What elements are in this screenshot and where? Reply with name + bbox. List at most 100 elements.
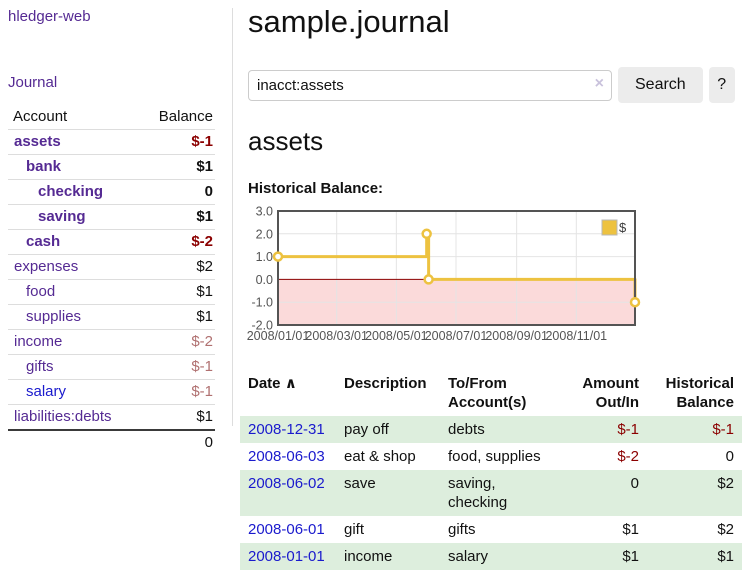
header-balance: Historical Balance — [665, 375, 734, 411]
legend-label: $ — [619, 220, 627, 235]
transaction-date-link[interactable]: 2008-01-01 — [248, 548, 325, 565]
data-point-marker — [423, 274, 434, 285]
chart-title: Historical Balance: — [248, 180, 384, 197]
sidebar-divider — [232, 8, 233, 426]
svg-text:2008/01/01: 2008/01/01 — [247, 329, 310, 343]
transaction-description: pay off — [344, 421, 389, 438]
account-row: saving $1 — [8, 204, 215, 230]
transaction-row: 2008-06-02 save saving, checking 0 $2 — [240, 470, 742, 516]
accounts-total-balance: 0 — [139, 429, 215, 455]
transaction-description: income — [344, 548, 393, 565]
transaction-date-link[interactable]: 2008-06-01 — [248, 521, 325, 538]
account-balance: $1 — [139, 279, 215, 305]
account-link-bank[interactable]: bank — [26, 158, 62, 175]
account-row: food $1 — [8, 279, 215, 305]
account-balance: $-1 — [139, 129, 215, 155]
clear-search-icon[interactable]: × — [594, 74, 604, 92]
data-point-marker — [629, 296, 641, 308]
transaction-balance: $2 — [717, 521, 734, 538]
register-table-body: 2008-12-31 pay off debts $-1 $-1 2008-06-03 ea… — [240, 416, 742, 570]
svg-text:-1.0: -1.0 — [251, 296, 273, 310]
transaction-row: 2008-06-01 gift gifts $1 $2 — [240, 516, 742, 543]
header-date[interactable]: Date ∧ — [248, 375, 297, 392]
account-link-cash[interactable]: cash — [26, 233, 61, 250]
account-row: bank $1 — [8, 154, 215, 180]
transaction-amount: $1 — [622, 521, 639, 538]
header-accounts: To/From Account(s) — [448, 375, 527, 411]
accounts-table-body: assets $-1 bank $1 checking 0 saving $1 cash $-2 e… — [8, 129, 215, 430]
transaction-balance: $-1 — [712, 421, 734, 438]
sidebar-item-journal[interactable]: Journal — [8, 74, 58, 91]
account-row: supplies $1 — [8, 304, 215, 330]
accounts-total-row: 0 — [8, 429, 215, 455]
account-row: salary $-1 — [8, 379, 215, 405]
account-balance: $1 — [139, 154, 215, 180]
search-button[interactable]: Search — [618, 67, 703, 103]
account-link-gifts[interactable]: gifts — [26, 358, 54, 375]
transaction-accounts: saving, checking — [448, 475, 508, 511]
transaction-description: eat & shop — [344, 448, 416, 465]
account-balance: 0 — [139, 179, 215, 205]
account-link-salary[interactable]: salary — [26, 383, 67, 400]
historical-balance-chart: $3.0 2.0 1.0 0.0 -1.0 -2.0 2008/01/01 2008/03/0… — [240, 203, 742, 353]
transaction-row: 2008-12-31 pay off debts $-1 $-1 — [240, 416, 742, 443]
transaction-amount: $-1 — [617, 421, 639, 438]
transaction-amount: $-2 — [617, 448, 639, 465]
account-balance: $-1 — [139, 379, 215, 405]
accounts-table: Account Balance assets $-1 bank $1 checking 0… — [8, 105, 215, 455]
account-row: assets $-1 — [8, 129, 215, 155]
search-form: × Search ? — [248, 67, 742, 103]
account-row: expenses $2 — [8, 254, 215, 280]
data-point-marker — [272, 251, 284, 262]
transaction-balance: 0 — [725, 448, 734, 465]
account-link-income[interactable]: income — [14, 333, 63, 350]
transaction-accounts: gifts — [448, 521, 476, 538]
account-row: gifts $-1 — [8, 354, 215, 380]
account-link-supplies[interactable]: supplies — [26, 308, 82, 325]
account-link-expenses[interactable]: expenses — [14, 258, 79, 275]
account-link-checking[interactable]: checking — [38, 183, 104, 200]
transaction-balance: $1 — [717, 548, 734, 565]
account-balance: $1 — [139, 404, 215, 430]
account-link-saving[interactable]: saving — [38, 208, 86, 225]
sort-ascending-icon: ∧ — [284, 375, 297, 392]
sidebar: hledger-web Journal Account Balance asse… — [0, 0, 232, 455]
account-row: checking 0 — [8, 179, 215, 205]
account-link-liabilities-debts[interactable]: liabilities:debts — [14, 408, 112, 425]
transaction-row: 2008-01-01 income salary $1 $1 — [240, 543, 742, 570]
svg-text:2.0: 2.0 — [256, 227, 273, 241]
account-balance: $-2 — [139, 229, 215, 255]
transaction-balance: $2 — [717, 475, 734, 492]
transaction-amount: $1 — [622, 548, 639, 565]
search-input[interactable] — [248, 69, 612, 101]
transaction-description: gift — [344, 521, 365, 538]
transaction-date-link[interactable]: 2008-06-03 — [248, 448, 325, 465]
register-table: Date ∧ Description To/From Account(s) Am… — [240, 370, 742, 570]
svg-text:2008/05/01: 2008/05/01 — [365, 329, 428, 343]
svg-text:2008/11/01: 2008/11/01 — [545, 329, 607, 343]
chart-svg: $3.0 2.0 1.0 0.0 -1.0 -2.02008/01/012008/03/0… — [247, 205, 641, 343]
svg-text:1.0: 1.0 — [256, 250, 273, 264]
svg-text:2008/07/01: 2008/07/01 — [425, 329, 488, 343]
svg-text:0.0: 0.0 — [256, 273, 273, 287]
account-row: income $-2 — [8, 329, 215, 355]
svg-text:2008/03/01: 2008/03/01 — [305, 329, 368, 343]
transaction-row: 2008-06-03 eat & shop food, supplies $-2 0 — [240, 443, 742, 470]
account-balance: $2 — [139, 254, 215, 280]
transaction-date-link[interactable]: 2008-12-31 — [248, 421, 325, 438]
account-link-assets[interactable]: assets — [14, 133, 61, 150]
data-point-marker — [421, 228, 432, 240]
transaction-description: save — [344, 475, 376, 492]
transaction-date-link[interactable]: 2008-06-02 — [248, 475, 325, 492]
account-link-food[interactable]: food — [26, 283, 56, 300]
account-balance: $-2 — [139, 329, 215, 355]
transaction-accounts: food, supplies — [448, 448, 541, 465]
svg-text:3.0: 3.0 — [256, 205, 273, 219]
transaction-amount: 0 — [630, 475, 639, 492]
app-title-link[interactable]: hledger-web — [8, 8, 91, 25]
legend-swatch — [601, 219, 618, 236]
accounts-header-account: Account — [13, 108, 68, 125]
help-button[interactable]: ? — [708, 67, 735, 103]
account-balance: $1 — [139, 304, 215, 330]
main-content: sample.journal × Search ? assets Histori… — [240, 0, 742, 570]
